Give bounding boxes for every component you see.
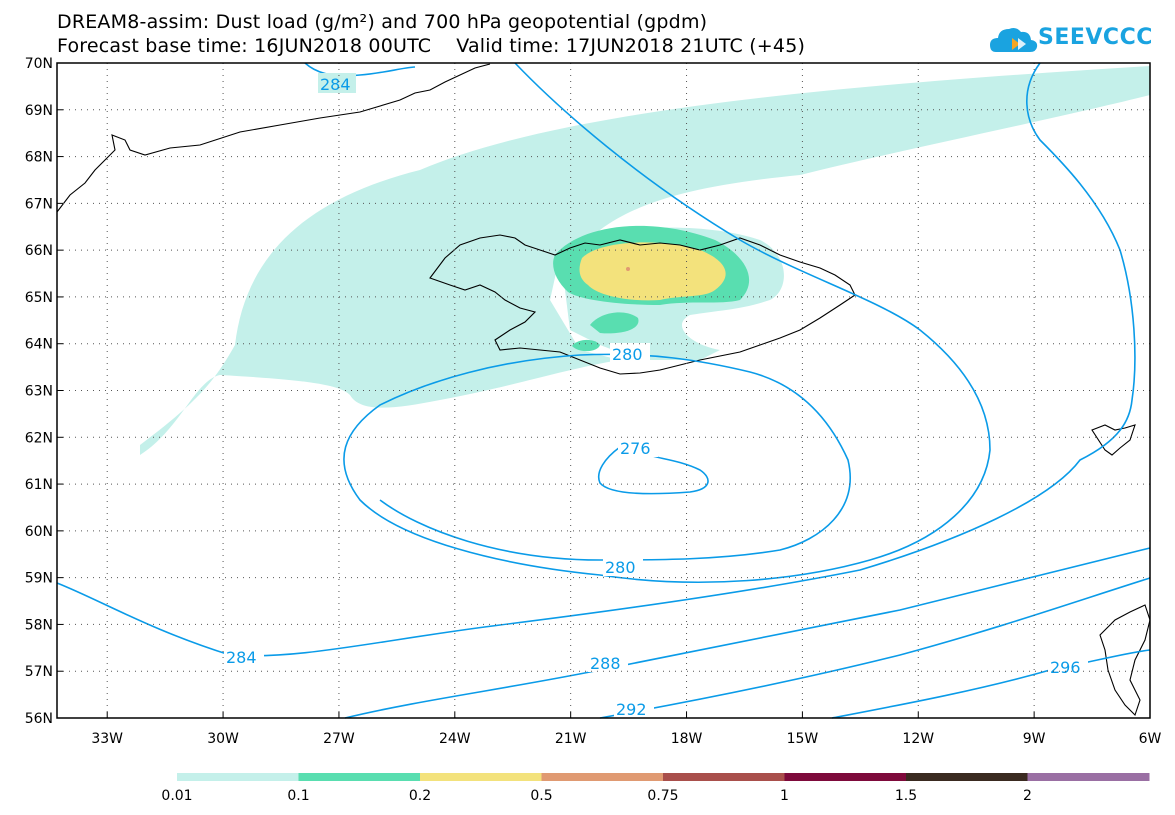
lat-label-61N: 61N <box>25 477 53 493</box>
colorbar-label-1.5: 1.5 <box>895 788 917 804</box>
contours <box>56 62 1151 719</box>
lat-label-70N: 70N <box>25 56 53 72</box>
map-frame <box>56 62 1151 719</box>
logo-text: SEEVCCC <box>1038 25 1153 50</box>
lon-label-24W: 24W <box>439 731 471 747</box>
contour-284-main <box>56 62 1136 657</box>
contour-labels: 284 280 276 280 284 288 292 296 <box>224 73 1088 719</box>
lon-label-21W: 21W <box>555 731 587 747</box>
lon-label-27W: 27W <box>323 731 355 747</box>
colorbar-swatch-7 <box>1027 773 1150 781</box>
lat-label-57N: 57N <box>25 664 53 680</box>
lon-label-18W: 18W <box>671 731 703 747</box>
lat-label-63N: 63N <box>25 384 53 400</box>
lat-label-64N: 64N <box>25 337 53 353</box>
lat-label-60N: 60N <box>25 524 53 540</box>
colorbar-label-0.2: 0.2 <box>409 788 431 804</box>
coastlines <box>56 63 1151 717</box>
lon-label-15W: 15W <box>787 731 819 747</box>
contour-280-north <box>343 62 991 583</box>
map-title: DREAM8-assim: Dust load (g/m²) and 700 h… <box>57 11 708 33</box>
graticule <box>57 62 1151 719</box>
lat-label-69N: 69N <box>25 103 53 119</box>
longitude-labels: 33W 30W 27W 24W 21W 18W 15W 12W 9W 6W <box>91 731 1161 747</box>
faroe-coast <box>1091 424 1136 456</box>
lon-label-12W: 12W <box>902 731 934 747</box>
contour-label-276: 276 <box>620 439 651 458</box>
colorbar-label-0.1: 0.1 <box>287 788 309 804</box>
colorbar-label-2: 2 <box>1023 788 1032 804</box>
colorbar-swatch-3 <box>541 773 664 781</box>
colorbar-swatch-5 <box>784 773 907 781</box>
cloud-icon <box>990 28 1038 52</box>
latitude-labels: 70N 69N 68N 67N 66N 65N 64N 63N 62N 61N 60N 59N 58N 5… <box>25 56 53 727</box>
lat-label-62N: 62N <box>25 430 53 446</box>
contour-288 <box>344 547 1151 719</box>
lat-label-65N: 65N <box>25 290 53 306</box>
lat-label-56N: 56N <box>25 711 53 727</box>
dust-area-0.1-b <box>590 312 639 334</box>
lat-label-66N: 66N <box>25 243 53 259</box>
greenland-coast <box>56 63 491 213</box>
lon-label-6W: 6W <box>1139 731 1162 747</box>
map-subtitle: Forecast base time: 16JUN2018 00UTC Vali… <box>57 35 806 57</box>
contour-label-296: 296 <box>1050 658 1081 677</box>
contour-label-284-main: 284 <box>226 648 257 667</box>
colorbar-swatch-6 <box>906 773 1028 781</box>
contour-292 <box>599 577 1151 719</box>
iceland-coast <box>429 234 856 375</box>
colorbar-swatch-2 <box>420 773 542 781</box>
contour-label-284-top: 284 <box>320 75 351 94</box>
lat-label-67N: 67N <box>25 196 53 212</box>
lat-label-58N: 58N <box>25 617 53 633</box>
contour-284-top <box>304 62 416 77</box>
colorbar-swatch-4 <box>663 773 785 781</box>
lon-label-9W: 9W <box>1023 731 1046 747</box>
lon-label-33W: 33W <box>91 731 123 747</box>
colorbar-label-0.01: 0.01 <box>161 788 192 804</box>
scotland-coast <box>1099 604 1151 717</box>
dust-area-0.2 <box>579 242 726 301</box>
dust-point-0.5 <box>626 267 630 271</box>
colorbar-swatch-0 <box>177 773 299 781</box>
contour-label-280-south: 280 <box>605 558 636 577</box>
colorbar-label-0.5: 0.5 <box>530 788 552 804</box>
lon-label-30W: 30W <box>207 731 239 747</box>
contour-label-288: 288 <box>590 654 621 673</box>
colorbar-label-0.75: 0.75 <box>647 788 678 804</box>
contour-296 <box>831 649 1151 719</box>
contour-276 <box>598 446 709 495</box>
contour-label-280-north: 280 <box>612 345 643 364</box>
colorbar-label-1: 1 <box>780 788 789 804</box>
lat-label-68N: 68N <box>25 150 53 166</box>
colorbar-swatch-1 <box>298 773 421 781</box>
colorbar-labels: 0.01 0.1 0.2 0.5 0.75 1 1.5 2 <box>161 788 1032 804</box>
lat-label-59N: 59N <box>25 571 53 587</box>
dust-area-0.1-c <box>572 339 600 352</box>
contour-label-292: 292 <box>616 700 647 719</box>
dust-area-0.01 <box>140 66 1150 455</box>
colorbar <box>177 773 1150 781</box>
dust-shading <box>140 66 1150 455</box>
